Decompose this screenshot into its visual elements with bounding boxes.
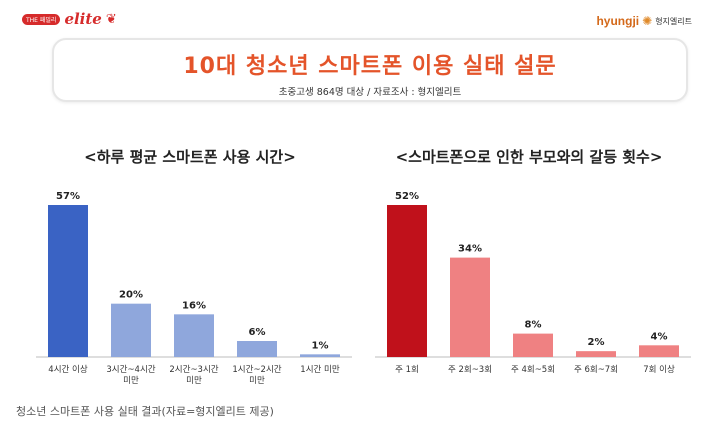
left-category-label: 미만 bbox=[249, 376, 265, 386]
logo-tag: THE 패밀리 bbox=[22, 13, 61, 25]
left-data-label: 57% bbox=[56, 191, 80, 202]
page-title: 10대 청소년 스마트폰 이용 실태 설문 bbox=[183, 54, 557, 79]
elite-logo: THE 패밀리 elite ❦ bbox=[22, 10, 117, 28]
logo-word: elite bbox=[64, 10, 102, 28]
left-bar bbox=[111, 303, 151, 357]
right-data-label: 34% bbox=[458, 244, 482, 255]
right-data-label: 2% bbox=[588, 337, 605, 348]
left-data-label: 1% bbox=[312, 340, 329, 351]
left-data-label: 20% bbox=[119, 290, 143, 301]
right-chart-title: <스마트폰으로 인한 부모와의 갈등 횟수> bbox=[395, 148, 663, 166]
title-box: 10대 청소년 스마트폰 이용 실태 설문 초중고생 864명 대상 / 자료조… bbox=[52, 38, 688, 102]
right-bar bbox=[387, 205, 427, 357]
right-category-label: 주 2회~3회 bbox=[448, 365, 492, 375]
sun-icon: ✺ bbox=[642, 14, 653, 28]
left-category-label: 2시간~3시간 bbox=[169, 364, 218, 375]
right-category-label: 주 6회~7회 bbox=[574, 365, 618, 375]
left-category-label: 3시간~4시간 bbox=[106, 364, 155, 375]
left-category-label: 미만 bbox=[123, 376, 139, 386]
left-category-label: 미만 bbox=[186, 376, 202, 386]
left-category-label: 4시간 이상 bbox=[48, 364, 88, 375]
left-category-label: 1시간~2시간 bbox=[232, 364, 281, 375]
right-bar bbox=[450, 257, 490, 357]
right-data-label: 8% bbox=[525, 320, 542, 331]
left-bar bbox=[48, 205, 88, 357]
left-bar bbox=[237, 341, 277, 357]
hyungji-logo-kr: 형지엘리트 bbox=[655, 16, 692, 26]
left-bar bbox=[174, 314, 214, 357]
left-data-label: 16% bbox=[182, 300, 206, 311]
right-bar bbox=[513, 333, 553, 357]
right-category-label: 7회 이상 bbox=[643, 364, 675, 375]
left-category-label: 1시간 미만 bbox=[300, 364, 340, 375]
logo-mark-icon: ❦ bbox=[105, 11, 117, 27]
hyungji-logo: hyungji ✺ 형지엘리트 bbox=[596, 14, 692, 28]
left-bar bbox=[300, 354, 340, 357]
right-bar bbox=[576, 351, 616, 357]
right-data-label: 4% bbox=[651, 331, 668, 342]
image-caption: 청소년 스마트폰 사용 실태 결과(자료=형지엘리트 제공) bbox=[16, 405, 274, 418]
right-bar bbox=[639, 345, 679, 357]
left-chart-title: <하루 평균 스마트폰 사용 시간> bbox=[84, 148, 296, 166]
right-data-label: 52% bbox=[395, 191, 419, 202]
left-data-label: 6% bbox=[249, 327, 266, 338]
right-category-label: 주 4회~5회 bbox=[511, 365, 555, 375]
right-category-label: 주 1회 bbox=[395, 365, 419, 375]
hyungji-logo-word: hyungji bbox=[596, 14, 640, 28]
page-subtitle: 초중고생 864명 대상 / 자료조사 : 형지엘리트 bbox=[278, 87, 462, 98]
